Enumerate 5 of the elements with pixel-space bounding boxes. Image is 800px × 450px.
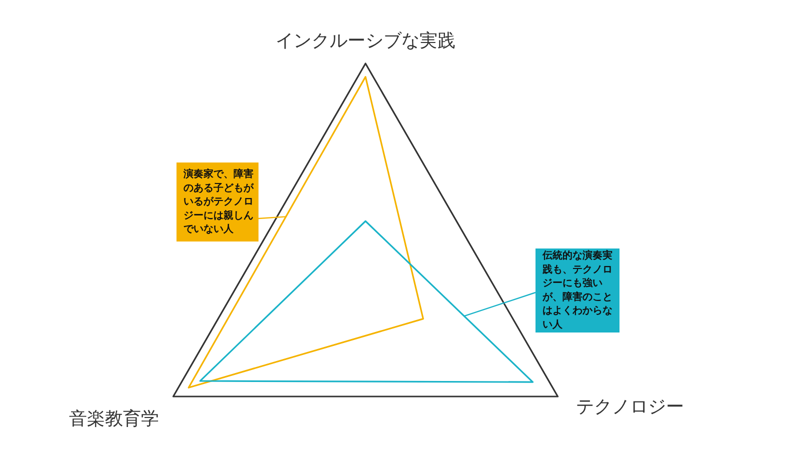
text: 伝統的な演奏実践も、テクノロジーにも強いが、障害のことはよくわからない人 — [542, 250, 612, 330]
spoke-label: インクルーシブな実践 — [276, 30, 456, 52]
series-label: 演奏家で、障害のある子どもがいるがテクノロジーには親しんでいない人 — [182, 168, 254, 235]
spoke-label: テクノロジー — [576, 396, 684, 418]
spoke-label: 音楽教育学 — [69, 408, 160, 430]
